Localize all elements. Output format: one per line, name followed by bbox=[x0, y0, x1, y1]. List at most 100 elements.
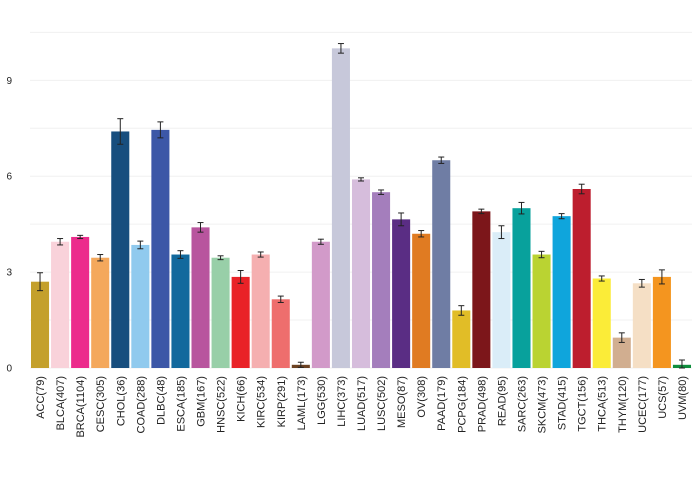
x-tick-label: LUSC(502) bbox=[376, 376, 388, 431]
x-tick-label: GBM(167) bbox=[196, 376, 208, 427]
error-bar bbox=[398, 212, 405, 227]
error-bar bbox=[97, 254, 104, 262]
error-bar bbox=[77, 234, 84, 240]
error-bar bbox=[478, 208, 485, 215]
x-tick-label: CHOL(36) bbox=[115, 376, 127, 426]
y-tick-label: 3 bbox=[6, 268, 12, 279]
error-bar bbox=[418, 230, 425, 238]
bar bbox=[372, 192, 391, 368]
x-tick-label: THYM(120) bbox=[617, 376, 629, 433]
bar bbox=[211, 257, 230, 368]
x-tick-label: UVM(80) bbox=[677, 376, 689, 420]
bars bbox=[31, 48, 691, 368]
y-tick-label: 0 bbox=[6, 364, 12, 375]
error-bar bbox=[558, 213, 565, 220]
y-tick-label: 9 bbox=[6, 76, 12, 87]
error-bar bbox=[117, 118, 124, 145]
error-bar bbox=[438, 156, 445, 164]
bar bbox=[111, 131, 130, 368]
x-tick-label: MESO(87) bbox=[396, 376, 408, 428]
x-tick-label: SARC(263) bbox=[516, 376, 528, 432]
x-tick-label: STAD(415) bbox=[557, 376, 569, 430]
bar bbox=[392, 219, 411, 368]
x-tick-label: SKCM(473) bbox=[537, 376, 549, 433]
bar bbox=[91, 257, 110, 368]
error-bar bbox=[237, 270, 244, 284]
error-bar bbox=[578, 183, 585, 195]
x-tick-label: KIRC(534) bbox=[256, 376, 268, 428]
bar bbox=[472, 211, 491, 368]
x-tick-label: LGG(530) bbox=[316, 376, 328, 425]
x-tick-label: OV(308) bbox=[416, 376, 428, 418]
x-tick-label: UCS(57) bbox=[657, 376, 669, 419]
error-bar bbox=[257, 251, 264, 258]
error-bar bbox=[598, 275, 605, 282]
bar bbox=[331, 48, 350, 368]
error-bar bbox=[37, 272, 44, 292]
error-bars bbox=[37, 43, 685, 369]
x-tick-label: BLCA(407) bbox=[55, 376, 67, 430]
error-bar bbox=[638, 278, 645, 288]
x-tick-label: HNSC(522) bbox=[216, 376, 228, 433]
y-axis-ticks: 0 3 6 9 bbox=[6, 76, 12, 375]
bar bbox=[31, 281, 50, 368]
error-bar bbox=[378, 189, 385, 195]
x-tick-label: PAAD(179) bbox=[436, 376, 448, 431]
x-tick-label: ACC(79) bbox=[35, 376, 47, 419]
x-tick-label: TGCT(156) bbox=[577, 376, 589, 432]
bar bbox=[632, 283, 651, 368]
bar bbox=[71, 236, 90, 368]
bar bbox=[552, 216, 571, 368]
x-tick-label: THCA(513) bbox=[597, 376, 609, 432]
error-bar bbox=[317, 238, 324, 245]
x-tick-label: PCPG(184) bbox=[456, 376, 468, 433]
x-tick-label: LIHC(373) bbox=[336, 376, 348, 427]
x-tick-label: COAD(288) bbox=[135, 376, 147, 433]
x-tick-label: LUAD(517) bbox=[356, 376, 368, 431]
x-tick-label: ESCA(185) bbox=[175, 376, 187, 432]
error-bar bbox=[137, 240, 144, 250]
bar bbox=[311, 241, 330, 368]
error-bar bbox=[297, 361, 304, 368]
bar bbox=[191, 227, 210, 368]
error-bar bbox=[658, 269, 665, 285]
x-tick-label: LAML(173) bbox=[296, 376, 308, 430]
error-bar bbox=[678, 359, 685, 369]
x-axis-ticks: ACC(79) BLCA(407) BRCA(1104) CESC(305) CHOL(… bbox=[35, 376, 689, 438]
bar bbox=[171, 254, 190, 368]
x-tick-label: BRCA(1104) bbox=[75, 376, 87, 438]
error-bar bbox=[518, 201, 525, 215]
x-tick-label: UCEC(177) bbox=[637, 376, 649, 433]
x-tick-label: READ(95) bbox=[496, 376, 508, 426]
bar bbox=[412, 233, 431, 368]
x-tick-label: CESC(305) bbox=[95, 376, 107, 432]
bar bbox=[251, 254, 270, 368]
error-bar bbox=[277, 295, 284, 303]
error-bar bbox=[197, 222, 204, 233]
error-bar bbox=[458, 305, 465, 316]
bar bbox=[532, 254, 551, 368]
x-tick-label: KIRP(291) bbox=[276, 376, 288, 427]
error-bar bbox=[618, 332, 625, 343]
bar bbox=[512, 208, 531, 368]
y-tick-label: 6 bbox=[6, 172, 12, 183]
error-bar bbox=[337, 43, 344, 54]
bar bbox=[572, 189, 591, 368]
x-tick-label: KICH(66) bbox=[236, 376, 248, 422]
bar bbox=[492, 232, 511, 368]
x-tick-label: DLBC(48) bbox=[155, 376, 167, 425]
error-bar bbox=[157, 121, 164, 139]
bar bbox=[452, 310, 471, 368]
error-bar bbox=[538, 250, 545, 259]
error-bar bbox=[217, 255, 224, 261]
bar bbox=[351, 179, 371, 368]
bar bbox=[131, 244, 150, 368]
bar bbox=[51, 241, 70, 368]
error-bar bbox=[498, 225, 505, 240]
bar bbox=[271, 299, 290, 368]
bar bbox=[432, 160, 451, 368]
bar bbox=[612, 337, 631, 368]
bar bbox=[151, 129, 170, 368]
bar bbox=[592, 278, 611, 368]
